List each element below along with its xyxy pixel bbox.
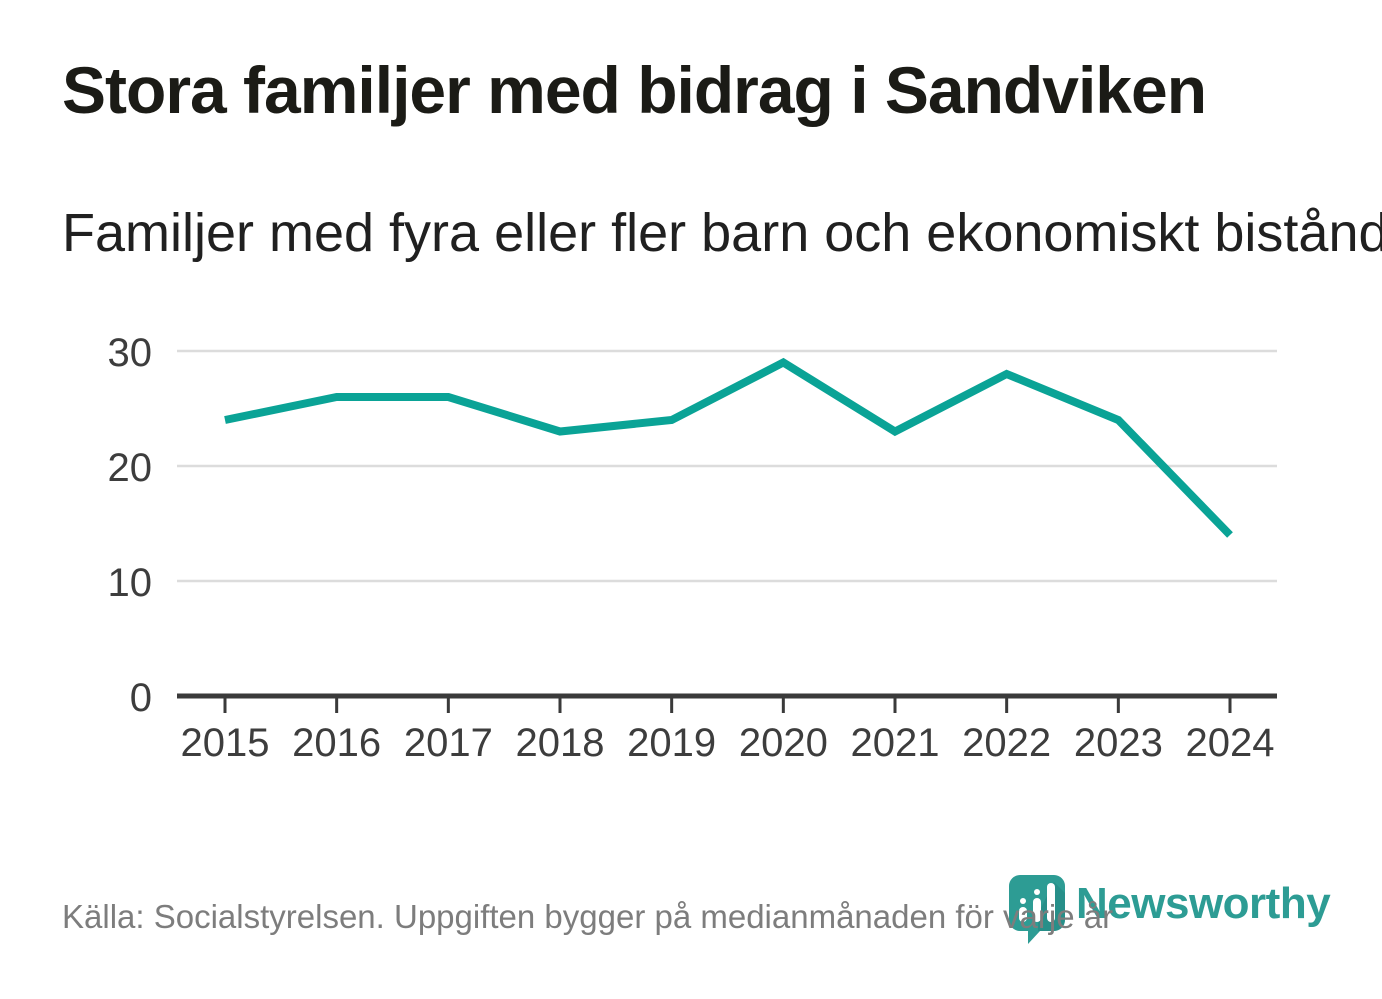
newsworthy-logo: Newsworthy	[1008, 874, 1331, 944]
chart-title: Stora familjer med bidrag i Sandviken	[62, 53, 1207, 127]
x-tick-label: 2022	[962, 721, 1051, 765]
x-tick-label: 2023	[1074, 721, 1163, 765]
x-tick-label: 2021	[851, 721, 940, 765]
y-tick-label: 0	[130, 676, 152, 720]
newsworthy-bubble-barchart-icon	[1009, 875, 1065, 944]
newsworthy-logo-text: Newsworthy	[1076, 879, 1331, 928]
data-series-line	[224, 357, 1233, 538]
x-tick-label: 2017	[404, 721, 493, 765]
x-tick-label: 2019	[627, 721, 716, 765]
x-tick-label: 2024	[1186, 721, 1275, 765]
x-tick-label: 2018	[516, 721, 605, 765]
x-tick-label: 2016	[292, 721, 381, 765]
y-tick-label: 30	[108, 331, 153, 375]
source-note: Källa: Socialstyrelsen. Uppgiften bygger…	[62, 898, 1114, 935]
y-tick-label: 10	[108, 561, 153, 605]
y-tick-label: 20	[108, 446, 153, 490]
x-tick-label: 2015	[181, 721, 270, 765]
x-tick-label: 2020	[739, 721, 828, 765]
chart-subtitle: Familjer med fyra eller fler barn och ek…	[62, 203, 1382, 263]
